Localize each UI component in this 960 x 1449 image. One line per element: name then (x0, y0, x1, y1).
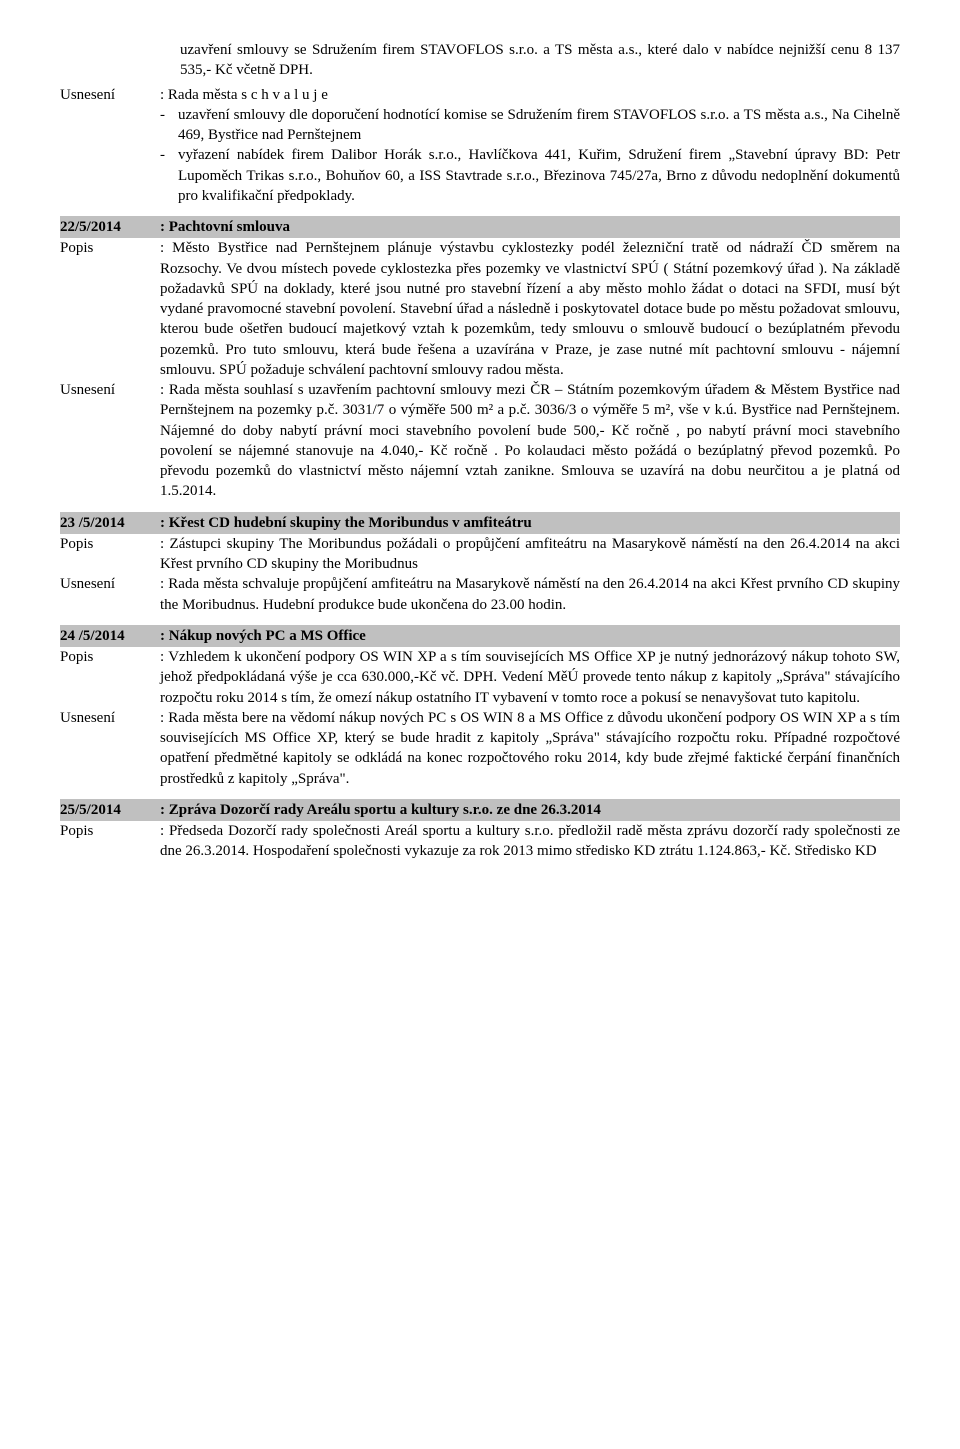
section-24-header: 24 /5/2014 : Nákup nových PC a MS Office (60, 625, 900, 647)
section-25-header: 25/5/2014 : Zpráva Dozorčí rady Areálu s… (60, 799, 900, 821)
section-25-num: 25/5/2014 (60, 800, 160, 820)
section-23-popis-label: Popis (60, 534, 160, 554)
section-22-header: 22/5/2014 : Pachtovní smlouva (60, 216, 900, 238)
section-22-usneseni-label: Usnesení (60, 380, 160, 400)
section-25-title: : Zpráva Dozorčí rady Areálu sportu a ku… (160, 800, 900, 820)
section-23-popis: : Zástupci skupiny The Moribundus požáda… (160, 534, 900, 575)
section-22-popis-row: Popis : Město Bystřice nad Pernštejnem p… (60, 238, 900, 380)
section-24-num: 24 /5/2014 (60, 626, 160, 646)
intro-usneseni-label: Usnesení (60, 85, 160, 105)
intro-bullet-2-text: vyřazení nabídek firem Dalibor Horák s.r… (178, 145, 900, 206)
intro-usneseni-lead: : Rada města s c h v a l u j e (160, 85, 900, 105)
dash-icon: - (160, 145, 178, 206)
section-23-num: 23 /5/2014 (60, 513, 160, 533)
section-23-usneseni-label: Usnesení (60, 574, 160, 594)
section-23-title: : Křest CD hudební skupiny the Moribundu… (160, 513, 900, 533)
intro-usneseni-row: Usnesení : Rada města s c h v a l u j e … (60, 85, 900, 207)
section-23-popis-row: Popis : Zástupci skupiny The Moribundus … (60, 534, 900, 575)
section-24-usneseni-label: Usnesení (60, 708, 160, 728)
section-23-header: 23 /5/2014 : Křest CD hudební skupiny th… (60, 512, 900, 534)
section-24-popis-label: Popis (60, 647, 160, 667)
intro-bullet-1-text: uzavření smlouvy dle doporučení hodnotíc… (178, 105, 900, 146)
section-24-popis-row: Popis : Vzhledem k ukončení podpory OS W… (60, 647, 900, 708)
section-24-usneseni: : Rada města bere na vědomí nákup nových… (160, 708, 900, 789)
section-24-usneseni-row: Usnesení : Rada města bere na vědomí nák… (60, 708, 900, 789)
section-22-num: 22/5/2014 (60, 217, 160, 237)
section-25-popis: : Předseda Dozorčí rady společnosti Areá… (160, 821, 900, 862)
section-22-title: : Pachtovní smlouva (160, 217, 900, 237)
intro-bullet-2: - vyřazení nabídek firem Dalibor Horák s… (160, 145, 900, 206)
section-24-title: : Nákup nových PC a MS Office (160, 626, 900, 646)
section-25-popis-row: Popis : Předseda Dozorčí rady společnost… (60, 821, 900, 862)
intro-bullet-1: - uzavření smlouvy dle doporučení hodnot… (160, 105, 900, 146)
section-22-usneseni: : Rada města souhlasí s uzavřením pachto… (160, 380, 900, 502)
section-22-popis: : Město Bystřice nad Pernštejnem plánuje… (160, 238, 900, 380)
section-24-popis: : Vzhledem k ukončení podpory OS WIN XP … (160, 647, 900, 708)
section-23-usneseni: : Rada města schvaluje propůjčení amfite… (160, 574, 900, 615)
section-22-popis-label: Popis (60, 238, 160, 258)
section-23-usneseni-row: Usnesení : Rada města schvaluje propůjče… (60, 574, 900, 615)
intro-para: uzavření smlouvy se Sdružením firem STAV… (180, 40, 900, 81)
section-25-popis-label: Popis (60, 821, 160, 841)
dash-icon: - (160, 105, 178, 146)
section-22-usneseni-row: Usnesení : Rada města souhlasí s uzavřen… (60, 380, 900, 502)
